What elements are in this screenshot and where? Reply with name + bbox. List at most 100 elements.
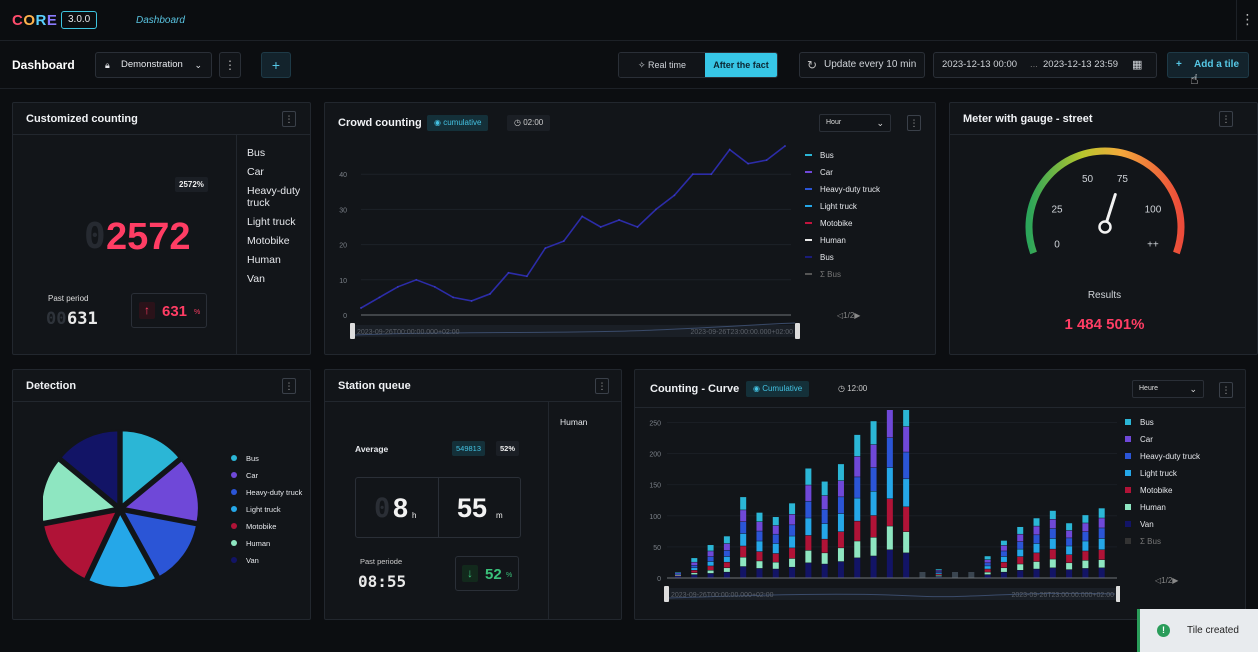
legend-item[interactable]: Van	[231, 556, 302, 573]
chevron-down-icon: ⌄	[1189, 384, 1197, 394]
bar-segment-empty	[952, 572, 959, 578]
tile-menu-button[interactable]: ⋮	[595, 378, 609, 394]
chevron-right-icon: ▶	[854, 311, 861, 320]
date-range-picker[interactable]: 2023-12-13 00:00 ... 2023-12-13 23:59 ▦	[933, 52, 1157, 78]
counting-bar-chart: 0 50 100 150 200 250 2023-09-26T00:00:00.000+0…	[649, 410, 1120, 602]
legend-item[interactable]: Bus	[231, 454, 302, 471]
arrow-up-icon: ↑	[139, 302, 155, 319]
bar-segment	[854, 521, 861, 541]
legend-item[interactable]: Heavy-duty truck	[805, 185, 880, 202]
cumulative-chip[interactable]: ◉ Cumulative	[746, 381, 810, 397]
add-tile-button[interactable]: + Add a tile	[1167, 52, 1249, 78]
bar-segment	[1017, 556, 1024, 564]
legend-item[interactable]: Human	[805, 236, 880, 253]
version-badge: 3.0.0	[61, 11, 98, 29]
divider	[438, 478, 439, 537]
legend-item[interactable]: Bus	[1125, 418, 1200, 435]
nav-dashboard-link[interactable]: Dashboard	[136, 15, 185, 26]
granularity-dropdown[interactable]: Hour ⌄	[819, 114, 891, 132]
bar-segment-empty	[919, 572, 926, 578]
refresh-icon: ↻	[807, 58, 818, 72]
legend-item[interactable]: Motobike	[805, 219, 880, 236]
hours-value: 8	[393, 493, 409, 523]
legend-label: Motobike	[1140, 486, 1173, 495]
time-chip[interactable]: ◷ 02:00	[507, 115, 551, 131]
legend-label: Motobike	[246, 522, 277, 531]
tile-menu-button[interactable]: ⋮	[282, 378, 296, 394]
legend-pager[interactable]: ◁1/2▶	[1155, 576, 1178, 585]
legend-item[interactable]: Σ Bus	[805, 270, 880, 287]
legend-item[interactable]: Car	[231, 471, 302, 488]
legend-item[interactable]: Light truck	[231, 505, 302, 522]
bar-segment	[984, 572, 991, 575]
legend-item[interactable]: Motobike	[1125, 486, 1200, 503]
data-point	[378, 296, 381, 299]
refresh-interval-button[interactable]: ↻ Update every 10 min	[799, 52, 925, 78]
bar-segment	[886, 498, 893, 526]
bar-segment	[723, 543, 730, 551]
gauge-tick-label: 0	[1054, 239, 1060, 250]
past-periode-label: Past periode	[360, 557, 403, 566]
cumulative-chip[interactable]: ◉ cumulative	[427, 115, 489, 131]
bar-segment	[723, 568, 730, 572]
legend-label: Light truck	[246, 505, 281, 514]
legend-item[interactable]: Van	[1125, 520, 1200, 537]
dashboard-selector[interactable]: 🔒︎ Demonstration ⌄	[95, 52, 212, 78]
legend-item[interactable]: Car	[1125, 435, 1200, 452]
bar-segment	[740, 497, 747, 510]
bar-segment	[756, 568, 763, 578]
category-list-item: Heavy-duty truck	[247, 185, 301, 209]
legend-item[interactable]: Heavy-duty truck	[231, 488, 302, 505]
legend-label: Car	[820, 168, 833, 177]
bar-segment	[723, 550, 730, 557]
bar-segment	[789, 558, 796, 567]
tile-menu-button[interactable]: ⋮	[282, 111, 296, 127]
data-point	[728, 148, 731, 151]
time-chip[interactable]: ◷ 12:00	[831, 381, 874, 397]
legend-label: Light truck	[1140, 469, 1177, 478]
bar-segment	[691, 574, 698, 578]
dashboard-menu-button[interactable]: ⋮	[219, 52, 241, 78]
chevron-down-icon: ⌄	[194, 60, 202, 70]
granularity-dropdown[interactable]: Heure ⌄	[1132, 380, 1204, 398]
top-bar: CORE 3.0.0 Dashboard ⋮	[0, 0, 1258, 41]
bar-segment	[1082, 551, 1089, 561]
legend-pager[interactable]: ◁1/2▶	[837, 311, 860, 320]
add-tile-label: Add a tile	[1194, 59, 1240, 70]
bar-segment	[1033, 569, 1040, 578]
data-point	[433, 285, 436, 288]
after-the-fact-button[interactable]: After the fact	[705, 53, 777, 77]
legend-item[interactable]: Light truck	[805, 202, 880, 219]
bar-segment	[1049, 568, 1056, 578]
realtime-button[interactable]: ✧ Real time	[619, 53, 705, 77]
series-line-bus	[360, 145, 786, 309]
y-tick-label: 30	[339, 207, 347, 214]
add-dashboard-button[interactable]: +	[261, 52, 291, 78]
legend-item[interactable]: Σ Bus	[1125, 537, 1200, 554]
gauge-arc	[1025, 147, 1185, 255]
legend-item[interactable]: Human	[1125, 503, 1200, 520]
kebab-vertical-icon[interactable]: ⋮	[1236, 0, 1258, 41]
bar-segment	[789, 548, 796, 559]
legend-item[interactable]: Light truck	[1125, 469, 1200, 486]
tile-menu-button[interactable]: ⋮	[1219, 111, 1233, 127]
legend-item[interactable]: Bus	[805, 151, 880, 168]
bar-segment	[723, 572, 730, 578]
bar-segment	[1033, 518, 1040, 526]
tile-menu-button[interactable]: ⋮	[907, 115, 921, 131]
toast-notification[interactable]: ! Tile created	[1137, 609, 1258, 652]
legend-item[interactable]: Heavy-duty truck	[1125, 452, 1200, 469]
legend-item[interactable]: Bus	[805, 253, 880, 270]
legend-label: Σ Bus	[1140, 537, 1161, 546]
legend-label: Car	[246, 471, 259, 480]
minutes-unit: m	[496, 511, 503, 520]
percent-badge: 2572%	[175, 177, 208, 192]
legend-item[interactable]: Human	[231, 539, 302, 556]
bar-segment	[903, 426, 910, 452]
bar-segment	[886, 438, 893, 468]
legend-item[interactable]: Motobike	[231, 522, 302, 539]
tile-menu-button[interactable]: ⋮	[1219, 382, 1233, 398]
legend-item[interactable]: Car	[805, 168, 880, 185]
core-logo[interactable]: CORE	[12, 12, 58, 29]
past-period-value: 631	[67, 309, 98, 329]
